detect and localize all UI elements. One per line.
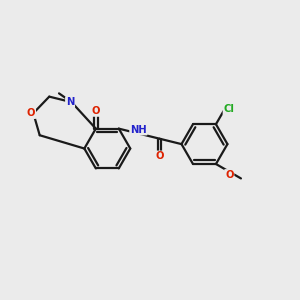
Text: Cl: Cl (224, 104, 234, 115)
Text: O: O (155, 152, 164, 161)
Text: NH: NH (130, 124, 147, 135)
Text: O: O (225, 170, 233, 180)
Text: N: N (66, 97, 74, 107)
Text: O: O (92, 106, 100, 116)
Text: O: O (27, 108, 35, 118)
